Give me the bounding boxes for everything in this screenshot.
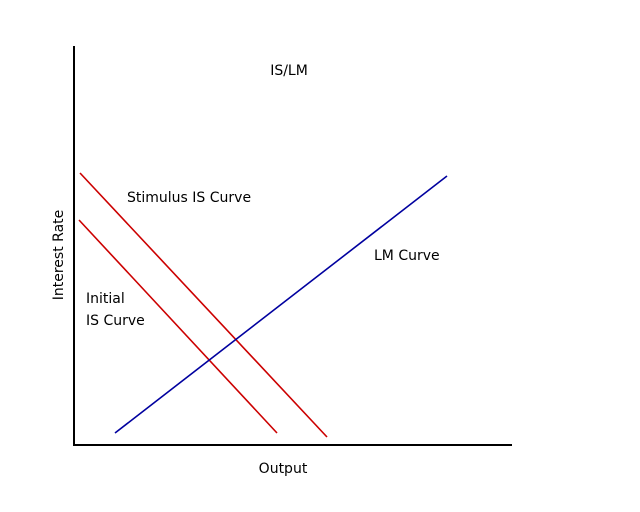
diagram-title: IS/LM	[270, 63, 308, 79]
initial-is-curve-label-line2: IS Curve	[86, 313, 145, 329]
y-axis-label: Interest Rate	[51, 210, 67, 301]
stimulus-is-curve-label: Stimulus IS Curve	[127, 190, 251, 206]
initial-is-curve-label-line1: Initial	[86, 291, 125, 307]
lm-curve	[114, 175, 448, 434]
lm-curve-label: LM Curve	[374, 248, 440, 264]
initial-is-curve	[78, 219, 278, 434]
x-axis-label: Output	[259, 461, 308, 477]
stimulus-is-curve	[79, 172, 328, 438]
